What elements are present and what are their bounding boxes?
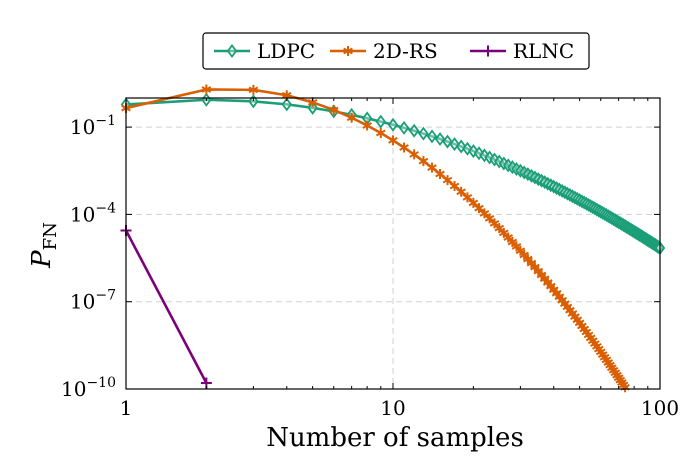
- x-tick-label: 1: [120, 396, 133, 420]
- x-tick-label: 10: [380, 396, 405, 420]
- data-point-marker: [427, 162, 437, 173]
- legend-swatch-marker: [343, 46, 353, 56]
- data-point-marker: [408, 123, 420, 138]
- svg-text:PFN: PFN: [27, 222, 61, 269]
- series-rlnc: [120, 224, 212, 389]
- data-point-marker: [435, 168, 445, 179]
- data-point-marker: [484, 213, 495, 224]
- data-point-marker: [442, 175, 453, 186]
- data-point-marker: [328, 104, 339, 115]
- series-2d-rs: [121, 84, 630, 393]
- y-tick-label: 10−10: [61, 375, 116, 401]
- data-point-marker: [426, 129, 438, 144]
- data-point-marker: [418, 126, 429, 141]
- data-point-marker: [498, 227, 509, 238]
- data-point-marker: [503, 232, 514, 243]
- legend-item-2d-rs: 2D-RS: [330, 39, 438, 63]
- series-line: [125, 88, 627, 389]
- data-point-marker: [388, 135, 398, 146]
- legend-label: LDPC: [257, 39, 315, 63]
- data-point-marker: [398, 120, 410, 135]
- data-point-marker: [418, 156, 429, 167]
- legend-swatch-marker: [482, 45, 494, 57]
- data-point-marker: [474, 203, 484, 214]
- data-point-marker: [387, 117, 399, 132]
- data-point-marker: [507, 236, 518, 247]
- x-tick-label: 100: [641, 396, 679, 420]
- data-point-marker: [409, 149, 419, 160]
- data-point-marker: [489, 218, 500, 229]
- legend: LDPC 2D-RS RLNC: [202, 32, 590, 70]
- data-point-marker: [375, 128, 386, 139]
- data-point-marker: [434, 132, 446, 147]
- y-tick-label: 10−7: [70, 288, 116, 314]
- y-tick-label: 10−4: [70, 200, 116, 226]
- data-point-marker: [375, 114, 387, 129]
- y-axis-label-sub: FN: [40, 222, 61, 250]
- y-axis-label-main: P: [27, 250, 57, 269]
- data-point-marker: [281, 97, 293, 112]
- y-axis-label: PFN: [27, 222, 61, 269]
- plot-series: [120, 84, 666, 393]
- data-point-marker: [456, 186, 466, 197]
- data-point-marker: [462, 192, 473, 203]
- y-tick-label: 10−1: [70, 113, 116, 139]
- legend-swatch-marker: [226, 44, 238, 58]
- data-point-marker: [362, 120, 372, 131]
- data-point-marker: [201, 84, 212, 95]
- legend-label: 2D-RS: [373, 39, 438, 63]
- data-point-marker: [248, 84, 259, 95]
- axis-ticks: 1 10 100 10−1 10−4 10−7 10−10: [61, 98, 679, 420]
- data-point-marker: [468, 197, 479, 208]
- data-point-marker: [494, 223, 505, 234]
- series-line: [124, 229, 208, 384]
- x-axis-label: Number of samples: [266, 423, 524, 453]
- data-point-marker: [479, 208, 490, 219]
- data-point-marker: [511, 241, 522, 252]
- data-point-marker: [307, 100, 318, 115]
- data-point-marker: [399, 142, 409, 153]
- legend-item-ldpc: LDPC: [214, 39, 315, 63]
- data-point-marker: [449, 181, 460, 192]
- data-point-marker: [346, 112, 357, 123]
- legend-box: [202, 32, 590, 70]
- legend-item-rlnc: RLNC: [470, 39, 574, 63]
- legend-label: RLNC: [513, 39, 574, 63]
- grid: [126, 98, 660, 389]
